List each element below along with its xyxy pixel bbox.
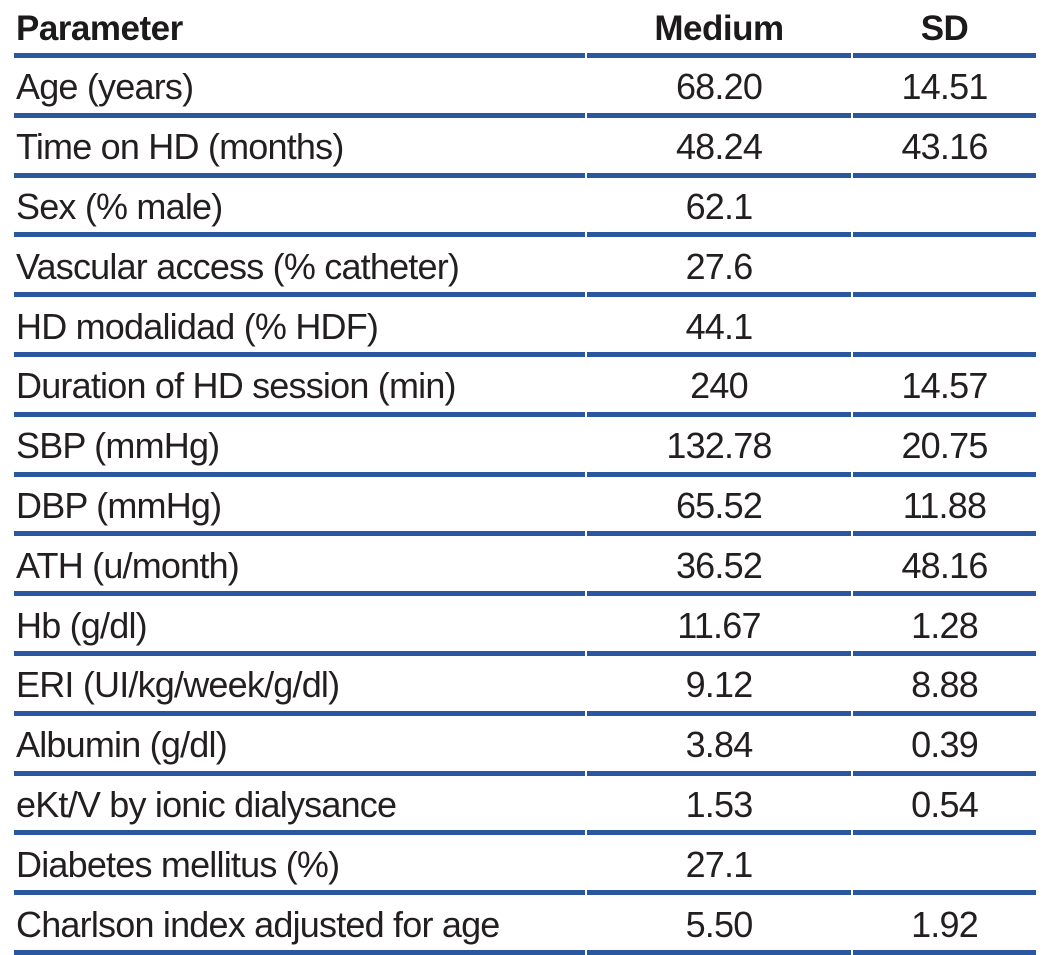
medium-cell: 3.84 — [587, 715, 851, 776]
col-header-medium: Medium — [587, 0, 851, 58]
medium-cell: 62.1 — [587, 177, 851, 238]
table-row: SBP (mmHg) 132.78 20.75 — [14, 416, 1036, 477]
sd-cell: 48.16 — [853, 536, 1036, 597]
table-row: eKt/V by ionic dialysance 1.53 0.54 — [14, 775, 1036, 836]
medium-cell: 240 — [587, 356, 851, 417]
parameter-cell: DBP (mmHg) — [14, 476, 585, 537]
sd-cell: 1.28 — [853, 596, 1036, 656]
table-row: Duration of HD session (min) 240 14.57 — [14, 356, 1036, 417]
parameter-cell: SBP (mmHg) — [14, 416, 585, 477]
sd-cell: 1.92 — [853, 895, 1036, 955]
table-row: Vascular access (% catheter) 27.6 — [14, 237, 1036, 298]
table-row: DBP (mmHg) 65.52 11.88 — [14, 476, 1036, 537]
table-row: ATH (u/month) 36.52 48.16 — [14, 536, 1036, 597]
sd-cell — [853, 297, 1036, 357]
patient-characteristics-table: Parameter Medium SD Age (years) 68.20 14.5… — [14, 0, 1036, 955]
table-row: Time on HD (months) 48.24 43.16 — [14, 117, 1036, 178]
sd-cell: 43.16 — [853, 117, 1036, 178]
medium-cell: 27.1 — [587, 835, 851, 896]
medium-cell: 44.1 — [587, 297, 851, 357]
parameter-cell: Diabetes mellitus (%) — [14, 835, 585, 896]
parameter-cell: ERI (UI/kg/week/g/dl) — [14, 655, 585, 716]
sd-cell — [853, 835, 1036, 896]
medium-cell: 5.50 — [587, 895, 851, 955]
table-row: Sex (% male) 62.1 — [14, 177, 1036, 238]
table-row: HD modalidad (% HDF) 44.1 — [14, 297, 1036, 357]
sd-cell: 11.88 — [853, 476, 1036, 537]
sd-cell — [853, 177, 1036, 238]
parameter-cell: HD modalidad (% HDF) — [14, 297, 585, 357]
table-row: Age (years) 68.20 14.51 — [14, 58, 1036, 118]
medium-cell: 36.52 — [587, 536, 851, 597]
sd-cell: 14.57 — [853, 356, 1036, 417]
parameter-cell: Duration of HD session (min) — [14, 356, 585, 417]
table-row: Charlson index adjusted for age 5.50 1.92 — [14, 895, 1036, 955]
table-row: Diabetes mellitus (%) 27.1 — [14, 835, 1036, 896]
sd-cell — [853, 237, 1036, 298]
sd-cell: 20.75 — [853, 416, 1036, 477]
medium-cell: 27.6 — [587, 237, 851, 298]
table-body: Age (years) 68.20 14.51 Time on HD (months)… — [14, 58, 1036, 955]
col-header-sd: SD — [853, 0, 1036, 58]
parameter-cell: Sex (% male) — [14, 177, 585, 238]
table-row: ERI (UI/kg/week/g/dl) 9.12 8.88 — [14, 655, 1036, 716]
parameter-cell: eKt/V by ionic dialysance — [14, 775, 585, 836]
table-row: Hb (g/dl) 11.67 1.28 — [14, 596, 1036, 656]
parameter-cell: Time on HD (months) — [14, 117, 585, 178]
parameter-cell: ATH (u/month) — [14, 536, 585, 597]
sd-cell: 8.88 — [853, 655, 1036, 716]
table-row: Albumin (g/dl) 3.84 0.39 — [14, 715, 1036, 776]
table-header-row: Parameter Medium SD — [14, 0, 1036, 58]
medium-cell: 1.53 — [587, 775, 851, 836]
medium-cell: 65.52 — [587, 476, 851, 537]
sd-cell: 14.51 — [853, 58, 1036, 118]
medium-cell: 9.12 — [587, 655, 851, 716]
sd-cell: 0.54 — [853, 775, 1036, 836]
parameter-cell: Age (years) — [14, 58, 585, 118]
parameter-cell: Hb (g/dl) — [14, 596, 585, 656]
medium-cell: 132.78 — [587, 416, 851, 477]
medium-cell: 11.67 — [587, 596, 851, 656]
parameter-cell: Charlson index adjusted for age — [14, 895, 585, 955]
medium-cell: 48.24 — [587, 117, 851, 178]
sd-cell: 0.39 — [853, 715, 1036, 776]
parameter-cell: Albumin (g/dl) — [14, 715, 585, 776]
col-header-parameter: Parameter — [14, 0, 585, 58]
parameter-cell: Vascular access (% catheter) — [14, 237, 585, 298]
medium-cell: 68.20 — [587, 58, 851, 118]
